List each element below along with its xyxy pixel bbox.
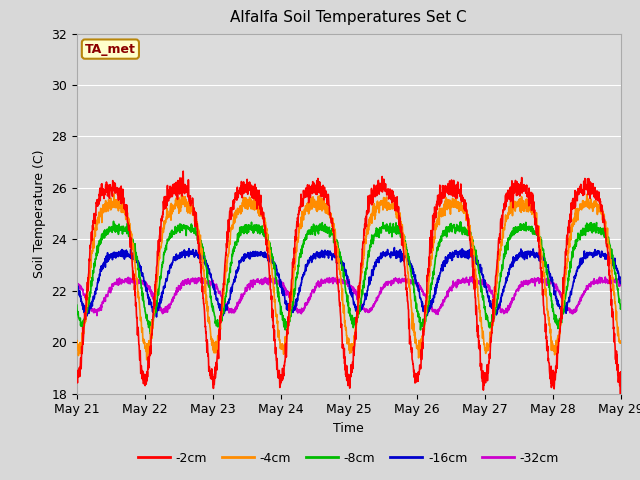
Y-axis label: Soil Temperature (C): Soil Temperature (C) <box>33 149 45 278</box>
Title: Alfalfa Soil Temperatures Set C: Alfalfa Soil Temperatures Set C <box>230 11 467 25</box>
Legend: -2cm, -4cm, -8cm, -16cm, -32cm: -2cm, -4cm, -8cm, -16cm, -32cm <box>133 447 564 469</box>
X-axis label: Time: Time <box>333 422 364 435</box>
Text: TA_met: TA_met <box>85 43 136 56</box>
